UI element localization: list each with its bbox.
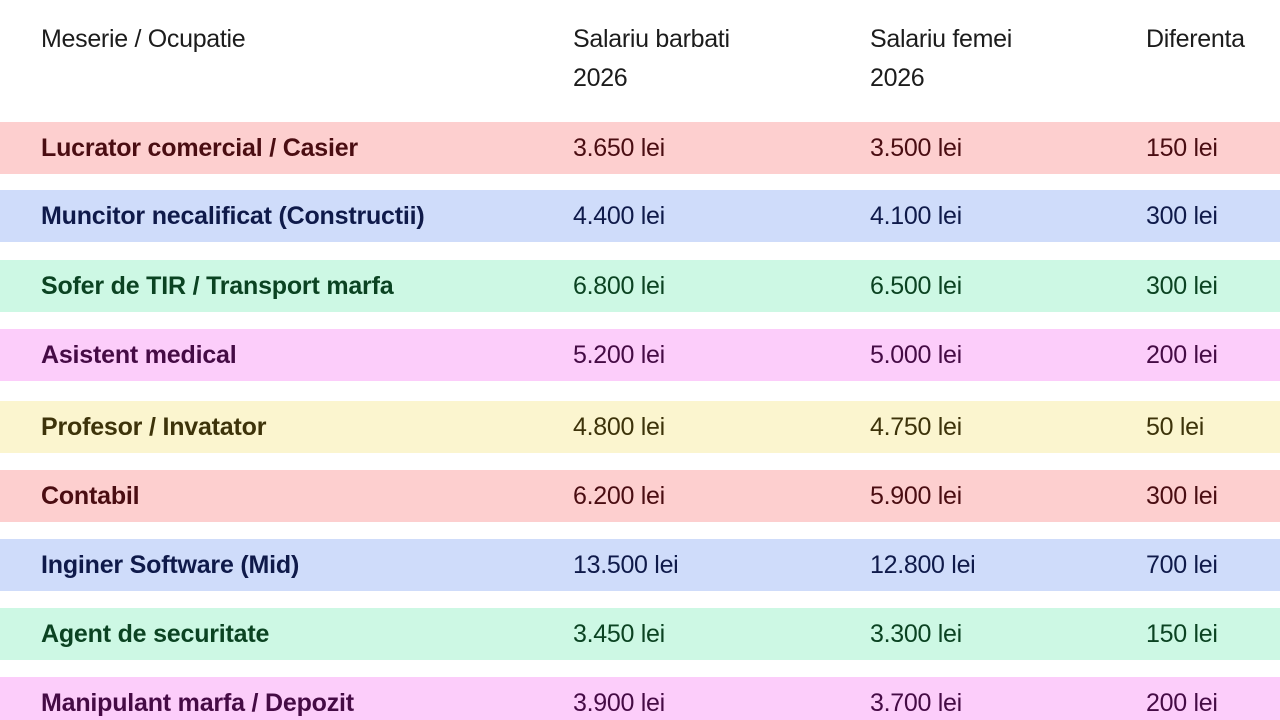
difference-cell: 200 lei	[1146, 341, 1218, 369]
occupation-cell: Inginer Software (Mid)	[41, 551, 300, 579]
occupation-cell: Manipulant marfa / Depozit	[41, 689, 354, 717]
table-row: Contabil 6.200 lei 5.900 lei 300 lei	[0, 470, 1280, 522]
salary-men-cell: 6.800 lei	[573, 272, 665, 300]
table-row: Lucrator comercial / Casier 3.650 lei 3.…	[0, 122, 1280, 174]
difference-cell: 300 lei	[1146, 202, 1218, 230]
salary-women-cell: 12.800 lei	[870, 551, 976, 579]
difference-cell: 150 lei	[1146, 134, 1218, 162]
salary-men-cell: 3.450 lei	[573, 620, 665, 648]
salary-men-cell: 6.200 lei	[573, 482, 665, 510]
occupation-cell: Profesor / Invatator	[41, 413, 267, 441]
occupation-cell: Asistent medical	[41, 341, 237, 369]
salary-men-cell: 5.200 lei	[573, 341, 665, 369]
table-row: Agent de securitate 3.450 lei 3.300 lei …	[0, 608, 1280, 660]
header-salary-men: Salariu barbati 2026	[573, 25, 730, 92]
salary-women-cell: 3.500 lei	[870, 134, 962, 162]
header-difference: Diferenta	[1146, 25, 1245, 53]
table-row: Inginer Software (Mid) 13.500 lei 12.800…	[0, 539, 1280, 591]
occupation-cell: Contabil	[41, 482, 140, 510]
salary-women-cell: 3.300 lei	[870, 620, 962, 648]
salary-women-cell: 4.100 lei	[870, 202, 962, 230]
header-salary-women: Salariu femei 2026	[870, 25, 1012, 92]
table-row: Sofer de TIR / Transport marfa 6.800 lei…	[0, 260, 1280, 312]
table-row: Profesor / Invatator 4.800 lei 4.750 lei…	[0, 401, 1280, 453]
table-header: Meserie / Ocupatie Salariu barbati 2026 …	[0, 0, 1280, 122]
difference-cell: 50 lei	[1146, 413, 1204, 441]
salary-women-cell: 4.750 lei	[870, 413, 962, 441]
salary-women-cell: 5.900 lei	[870, 482, 962, 510]
difference-cell: 300 lei	[1146, 272, 1218, 300]
header-occupation: Meserie / Ocupatie	[41, 25, 246, 53]
occupation-cell: Muncitor necalificat (Constructii)	[41, 202, 425, 230]
difference-cell: 200 lei	[1146, 689, 1218, 717]
difference-cell: 300 lei	[1146, 482, 1218, 510]
occupation-cell: Lucrator comercial / Casier	[41, 134, 358, 162]
salary-men-cell: 4.400 lei	[573, 202, 665, 230]
salary-men-cell: 3.650 lei	[573, 134, 665, 162]
table-row: Asistent medical 5.200 lei 5.000 lei 200…	[0, 329, 1280, 381]
occupation-cell: Sofer de TIR / Transport marfa	[41, 272, 394, 300]
table-row: Muncitor necalificat (Constructii) 4.400…	[0, 190, 1280, 242]
table-row: Manipulant marfa / Depozit 3.900 lei 3.7…	[0, 677, 1280, 720]
occupation-cell: Agent de securitate	[41, 620, 270, 648]
salary-women-cell: 5.000 lei	[870, 341, 962, 369]
salary-men-cell: 4.800 lei	[573, 413, 665, 441]
difference-cell: 700 lei	[1146, 551, 1218, 579]
salary-women-cell: 6.500 lei	[870, 272, 962, 300]
difference-cell: 150 lei	[1146, 620, 1218, 648]
salary-men-cell: 13.500 lei	[573, 551, 679, 579]
salary-women-cell: 3.700 lei	[870, 689, 962, 717]
salary-men-cell: 3.900 lei	[573, 689, 665, 717]
